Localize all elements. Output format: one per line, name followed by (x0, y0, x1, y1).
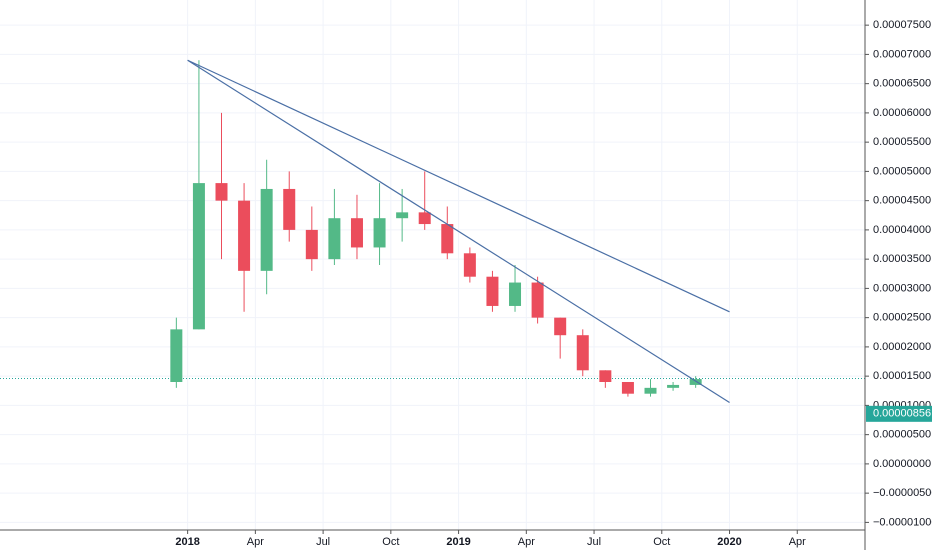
candle-body (463, 253, 476, 277)
y-tick-label: 0.00000000 (873, 458, 931, 470)
candle-body (599, 370, 612, 382)
x-tick-label: Oct (653, 536, 670, 548)
y-tick-label: 0.00006500 (873, 78, 931, 90)
candle-body (350, 218, 363, 248)
y-tick-label: 0.00006000 (873, 107, 931, 119)
price-label-box (866, 405, 932, 422)
candle-body (576, 335, 589, 371)
y-tick-label: −0.00000500 (873, 487, 932, 499)
candle-body (260, 188, 273, 271)
candle-body (328, 218, 341, 260)
x-tick-label: Apr (247, 536, 264, 548)
y-tick-label: −0.00001000 (873, 516, 932, 528)
candle-body (170, 329, 183, 382)
candle-body (283, 188, 296, 230)
candle-body (396, 212, 409, 219)
x-tick-label: 2018 (175, 536, 199, 548)
y-tick-label: 0.00007500 (873, 19, 931, 31)
y-tick-label: 0.00005000 (873, 165, 931, 177)
x-tick-label: Apr (518, 536, 535, 548)
y-tick-label: 0.00007000 (873, 48, 931, 60)
y-tick-label: 0.00004500 (873, 195, 931, 207)
trend-line (187, 59, 730, 313)
candle-body (621, 381, 634, 394)
y-tick-label: 0.00004000 (873, 224, 931, 236)
candle-body (667, 384, 680, 388)
x-tick-label: 2019 (446, 536, 470, 548)
candle-body (373, 218, 386, 248)
price-label: 0.00000856 (873, 408, 931, 420)
candle-body (418, 212, 431, 225)
candle-body (215, 183, 228, 201)
candle-body (486, 276, 499, 306)
x-tick-label: Jul (587, 536, 601, 548)
x-tick-label: Jul (316, 536, 330, 548)
x-tick-label: Apr (789, 536, 806, 548)
candle-body (509, 282, 522, 306)
x-tick-label: Oct (382, 536, 399, 548)
candle-body (305, 229, 318, 260)
y-tick-label: 0.00005500 (873, 136, 931, 148)
trend-line (187, 59, 730, 403)
candle-body (644, 387, 657, 394)
candle-body (192, 183, 205, 330)
y-tick-label: 0.00001500 (873, 370, 931, 382)
candle-body (238, 200, 251, 271)
y-tick-label: 0.00000500 (873, 429, 931, 441)
candle-body (554, 317, 567, 336)
y-tick-label: 0.00003000 (873, 282, 931, 294)
y-tick-label: 0.00003500 (873, 253, 931, 265)
y-tick-label: 0.00002500 (873, 312, 931, 324)
candle-body (441, 224, 454, 254)
candle-body (531, 282, 544, 318)
y-tick-label: 0.00002000 (873, 341, 931, 353)
candle-body (689, 379, 702, 385)
x-tick-label: 2020 (717, 536, 741, 548)
